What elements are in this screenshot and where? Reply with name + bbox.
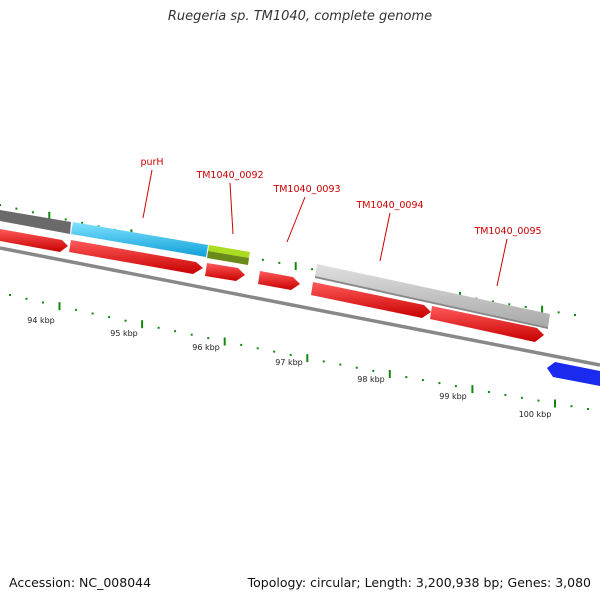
minor-tick: [81, 221, 84, 224]
minor-tick: [557, 311, 560, 314]
minor-tick: [278, 261, 281, 264]
minor-tick: [261, 258, 264, 261]
minor-tick: [75, 308, 78, 311]
minor-tick: [537, 399, 540, 402]
kbp-label: 99 kbp: [439, 392, 467, 401]
minor-tick: [289, 353, 292, 356]
minor-tick: [372, 369, 375, 372]
major-tick: [554, 399, 556, 408]
gene-label-0092: TM1040_0092: [195, 170, 263, 181]
leader-0093: [286, 196, 306, 243]
gene-0092-bar: [208, 245, 250, 258]
minor-tick: [42, 301, 44, 304]
major-tick: [223, 337, 226, 346]
minor-tick: [487, 391, 490, 393]
genome-summary-text: Topology: circular; Length: 3,200,938 bp…: [247, 575, 591, 590]
minor-tick: [9, 294, 11, 296]
minor-tick: [124, 319, 127, 322]
minor-tick: [421, 379, 424, 382]
outer-tick-row: [0, 204, 576, 316]
cds-arrow: [0, 229, 68, 252]
cds-track: [0, 229, 544, 342]
accession-text: Accession: NC_008044: [9, 575, 152, 590]
minor-tick: [587, 408, 589, 410]
label-leaders: [142, 169, 508, 287]
major-tick: [388, 370, 391, 378]
minor-tick: [174, 330, 177, 333]
minor-tick: [524, 306, 527, 308]
minor-tick: [207, 337, 210, 340]
scale-labels: 94 kbp 95 kbp 96 kbp 97 kbp 98 kbp 99 kb…: [27, 316, 551, 419]
cds-arrow: [69, 240, 203, 274]
major-tick: [294, 262, 297, 271]
map-title: Ruegeria sp. TM1040, complete genome: [167, 9, 433, 24]
gene-label-0095: TM1040_0095: [473, 226, 541, 237]
cds-arrow: [258, 271, 300, 290]
kbp-label: 97 kbp: [275, 358, 303, 367]
minor-tick: [322, 360, 325, 363]
leader-0095: [496, 238, 508, 287]
gene-labels: purH TM1040_0092 TM1040_0093 TM1040_0094…: [140, 157, 541, 237]
minor-tick: [64, 218, 67, 221]
leader-0094: [379, 212, 391, 262]
minor-tick: [520, 396, 523, 399]
minor-tick: [405, 376, 408, 379]
left-gene-bar: [0, 210, 71, 234]
major-tick: [306, 354, 309, 363]
minor-tick: [574, 314, 576, 316]
minor-tick: [91, 312, 94, 315]
cds-arrow: [430, 306, 544, 342]
purH-gene-bar: [71, 222, 208, 257]
minor-tick: [31, 211, 34, 214]
leader-purH: [142, 169, 153, 219]
gene-label-0093: TM1040_0093: [272, 184, 340, 195]
minor-tick: [15, 207, 18, 210]
major-tick: [471, 385, 474, 394]
major-tick: [141, 320, 144, 329]
right-gene-arrow: [547, 362, 600, 386]
minor-tick: [570, 405, 573, 408]
genome-backbone: [0, 246, 600, 367]
minor-tick: [339, 363, 342, 366]
minor-tick: [108, 316, 111, 319]
kbp-label: 95 kbp: [110, 329, 138, 338]
gene-0092-bar-dark: [207, 251, 249, 265]
gene-0094-0095-bar: [315, 264, 550, 327]
kbp-label: 94 kbp: [27, 316, 55, 325]
minor-tick: [508, 303, 511, 306]
kbp-label: 100 kbp: [519, 410, 552, 419]
minor-tick: [157, 326, 160, 329]
major-tick: [541, 305, 544, 314]
minor-tick: [491, 300, 494, 303]
minor-tick: [0, 204, 1, 206]
leader-0092: [229, 182, 234, 235]
kbp-label: 96 kbp: [192, 343, 220, 352]
cds-arrow: [205, 263, 245, 281]
minor-tick: [273, 350, 276, 353]
gene-label-0094: TM1040_0094: [355, 200, 423, 211]
inner-tick-row: [9, 294, 589, 410]
minor-tick: [25, 297, 28, 300]
minor-tick: [240, 343, 243, 346]
minor-tick: [355, 366, 358, 369]
minor-tick: [190, 333, 193, 336]
kbp-label: 98 kbp: [357, 375, 385, 384]
minor-tick: [504, 393, 507, 396]
gene-label-purH: purH: [140, 157, 163, 168]
minor-tick: [454, 385, 457, 388]
cds-arrow: [311, 282, 431, 318]
gene-track: [0, 210, 600, 386]
minor-tick: [311, 268, 314, 271]
major-tick: [48, 211, 51, 220]
major-tick: [58, 302, 61, 311]
gene-0094-0095-bar-edge: [315, 276, 548, 329]
minor-tick: [256, 347, 259, 350]
minor-tick: [438, 382, 441, 385]
